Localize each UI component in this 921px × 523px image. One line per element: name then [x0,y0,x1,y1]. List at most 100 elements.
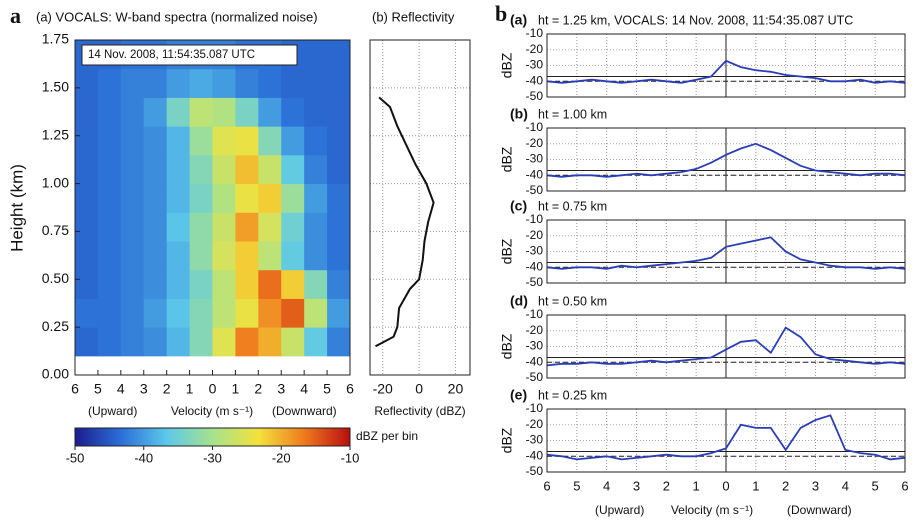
heat-cell [258,97,282,127]
heat-cell [258,126,282,156]
heat-cell [235,298,259,328]
heat-cell [120,126,145,156]
x-note-left: (Upward) [595,503,644,517]
heat-cell [304,327,328,357]
heat-cell [327,97,351,127]
y-axis-label: Height (km) [7,164,26,252]
plot-frame [546,33,906,98]
x-tick-label: 3 [277,381,285,397]
heat-cell [120,327,145,357]
heat-cell [166,241,191,271]
heat-cell [235,212,259,242]
heat-cell [166,183,191,213]
plot-frame [546,408,906,473]
y-tick-label: -50 [526,464,544,478]
y-tick-label: -50 [526,89,544,103]
x-tick-label: 1 [186,381,194,397]
y-tick-label: -50 [526,275,544,289]
heat-cell [166,212,191,242]
plot-frame [546,127,906,192]
heat-cell [143,327,168,357]
heat-cell [75,327,99,357]
y-tick-label: -10 [526,26,544,40]
y-tick-label: 1.25 [42,126,69,142]
x-tick-label: 1 [693,478,700,493]
y-tick-label: -40 [526,73,544,87]
y-tick-label: -30 [526,244,544,258]
heat-cell [166,298,191,328]
y-tick-label: 0.75 [42,222,69,238]
heat-cell [212,154,236,185]
x-tick-label: 5 [323,381,331,397]
heat-cell [327,269,351,299]
x-tick-label: 6 [543,478,550,493]
y-axis-label: dBZ [499,52,515,78]
heat-cell [281,68,305,98]
colorbar-tick-label: -10 [341,450,360,465]
x-tick-label: 4 [603,478,610,493]
heat-cell [212,212,236,242]
heat-cell [304,298,328,328]
heat-cell [143,241,168,271]
heat-cell [212,68,236,98]
heat-cell [166,269,191,299]
heat-cell [235,68,259,98]
x-tick-label: 3 [812,478,819,493]
heat-cell [75,212,99,242]
y-tick-label: -30 [526,152,544,166]
heat-cell [166,97,191,127]
heat-cell [75,154,99,185]
heat-cell [166,327,191,357]
heat-cell [258,241,282,271]
heat-cell [327,126,351,156]
x-tick-label: 6 [71,381,79,397]
annotation-box [81,44,298,66]
heat-cell [304,97,328,127]
heat-cell [120,68,145,98]
heat-cell [212,298,236,328]
heat-cell [166,154,191,185]
y-axis-label: dBZ [499,427,515,453]
y-tick-label: -50 [526,370,544,384]
heat-cell [120,241,145,271]
spectrum-line [546,414,906,461]
heat-cell [304,68,328,98]
heat-cell [258,298,282,328]
heat-cell [235,154,259,185]
plot-frame [546,314,906,379]
x-tick-label: 2 [663,478,670,493]
heat-cell [143,97,168,127]
x-tick-label: 6 [901,478,908,493]
heat-cell [327,183,351,213]
y-axis-label: dBZ [499,238,515,264]
heat-cell [281,97,305,127]
y-tick-label: -40 [526,448,544,462]
heat-cell [143,212,168,242]
panel-letter: b [495,1,507,26]
heat-cell [258,269,282,299]
y-tick-label: 1.75 [42,31,69,47]
heat-cell [212,241,236,271]
heat-cell [258,68,282,98]
colorbar [74,427,351,447]
panel-label: (b) [510,106,528,122]
annotation: 14 Nov. 2008, 11:54:35.087 UTC [88,49,255,61]
heat-cell [281,298,305,328]
heat-cell [97,327,122,357]
x-tick-label: 2 [254,381,262,397]
heat-cell [235,97,259,127]
heat-cell [235,327,259,357]
x-tick-label: 1 [752,478,759,493]
heat-cell [120,97,145,127]
spectrum-line [546,142,906,178]
heat-cell [166,68,191,98]
heat-cell [258,183,282,213]
heat-cell [304,269,328,299]
heat-cell [304,40,328,70]
x-tick-label: 2 [163,381,171,397]
y-tick-label: -40 [526,354,544,368]
x-tick-label: 2 [782,478,789,493]
x-tick-label: 0 [209,381,217,397]
heat-cell [97,126,122,156]
heat-cell [189,269,213,299]
